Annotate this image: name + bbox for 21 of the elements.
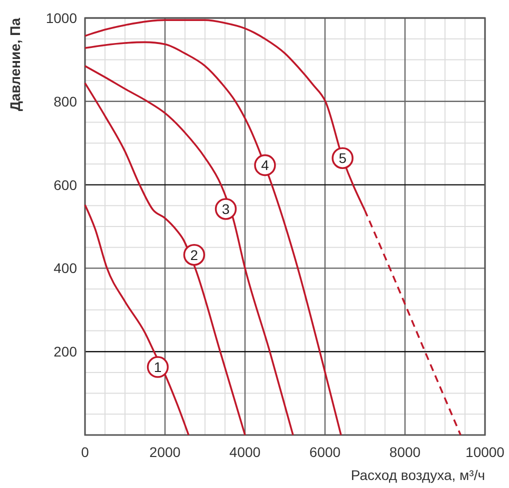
x-tick-label: 0 <box>81 444 90 460</box>
line-series <box>84 82 246 436</box>
annotation: 3 <box>222 200 230 217</box>
y-axis-title: Давление, Па <box>7 18 23 112</box>
annotation: 4 <box>261 157 270 174</box>
x-tick-label: 2000 <box>149 444 181 460</box>
annotation: 1 <box>154 359 162 376</box>
y-tick-label: 600 <box>54 176 78 193</box>
x-tick-label: 6000 <box>309 444 341 460</box>
annotation: 5 <box>338 150 347 166</box>
x-tick-label: 8000 <box>389 444 421 460</box>
annotation: 2 <box>190 246 198 263</box>
x-axis-title: Расход воздуха, м³/ч <box>350 467 485 483</box>
line-series <box>84 65 294 436</box>
x-tick-label: 10000 <box>466 444 505 460</box>
x-tick-label: 4000 <box>229 444 261 460</box>
y-tick-label: 200 <box>54 344 78 360</box>
y-tick-label: 400 <box>54 260 78 276</box>
y-tick-label: 800 <box>54 93 78 110</box>
line-series <box>84 204 190 436</box>
y-tick-label: 1000 <box>46 10 78 26</box>
